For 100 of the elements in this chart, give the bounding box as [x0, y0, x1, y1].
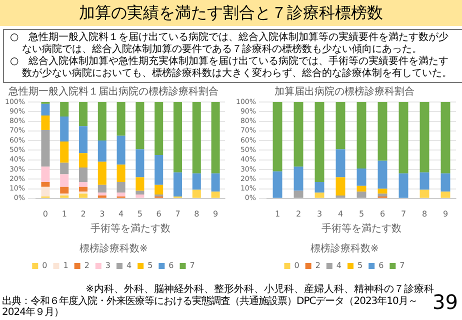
legend-label: 6 [378, 261, 384, 270]
legend-label: 0 [294, 261, 300, 270]
x-tick-label: 1 [274, 209, 280, 218]
bar [79, 153, 88, 168]
bar [192, 102, 201, 174]
bar [440, 173, 450, 192]
bar [356, 102, 366, 169]
x-tick-label: 9 [213, 209, 218, 218]
legend-title: 標榜診療科数※ [79, 242, 148, 255]
x-tick-label: 3 [316, 209, 322, 218]
x-tick-label: 7 [175, 209, 180, 218]
bar [294, 102, 304, 167]
bar [378, 102, 388, 161]
bar [336, 177, 346, 196]
bar [41, 186, 50, 196]
bar [79, 102, 88, 126]
bar [336, 149, 346, 178]
x-tick-label: 2 [296, 209, 302, 218]
bar [41, 115, 50, 130]
bar [136, 102, 144, 150]
legend-label: 4 [336, 261, 342, 270]
x-tick-label: 4 [118, 209, 124, 218]
x-tick-label: 6 [380, 209, 386, 218]
bar [79, 126, 88, 154]
bar [211, 192, 220, 198]
legend-label: 4 [126, 261, 132, 270]
bar [398, 173, 408, 198]
bar [116, 136, 126, 165]
x-tick-label: 2 [80, 209, 86, 218]
bar [174, 102, 182, 172]
bar [154, 184, 164, 195]
x-tick-label: 3 [100, 209, 105, 218]
text: 39 [432, 290, 458, 314]
bar [136, 177, 144, 191]
text: ○ 総合入院体制加算や急性期充実体制加算を届け出ている病院では、手術等の実績要件を満たす数が少ない病院においても、標榜診療科数は大きく変わらず、総合的な診療体制を有していた。 [10, 56, 453, 80]
bar [116, 182, 126, 193]
text: 加算の実績を満たす割合と７診療科標榜数 [0, 0, 462, 26]
bar [294, 166, 304, 191]
bar [136, 149, 144, 178]
legend-label: 0 [42, 261, 48, 270]
bar [98, 162, 106, 185]
bar [440, 192, 450, 198]
legend-label: 7 [400, 261, 405, 270]
bar [336, 102, 346, 150]
bar [272, 171, 282, 198]
bar [79, 182, 88, 187]
bar [136, 190, 144, 195]
bar [378, 160, 388, 189]
bar [420, 190, 430, 198]
bar [440, 102, 450, 174]
chart-title: 加算届出病院の標榜診療科割合 [274, 86, 414, 98]
x-tick-label: 5 [358, 209, 364, 218]
legend-label: 2 [315, 261, 320, 270]
bar [211, 102, 220, 174]
bar [98, 140, 106, 162]
bar [60, 102, 69, 116]
bar [41, 166, 50, 182]
bar [314, 192, 324, 198]
bar [314, 102, 324, 182]
x-tick-label: 5 [137, 209, 142, 218]
legend-label: 5 [148, 261, 153, 270]
legend-title: 標榜診療科数※ [310, 242, 379, 255]
bar [154, 102, 164, 156]
legend-label: 6 [168, 261, 174, 270]
bar [136, 194, 144, 198]
bar [79, 194, 88, 198]
bar [60, 142, 69, 163]
bar [98, 184, 106, 193]
x-axis-title: 手術等を満たす数 [322, 222, 402, 235]
chart-title: 急性期一般入院料１届出病院の標榜診療科割合 [8, 86, 218, 98]
x-tick-label: 8 [422, 209, 428, 218]
bar [41, 104, 50, 116]
x-axis-title: 手術等を満たす数 [90, 222, 171, 235]
legend-label: 5 [358, 261, 363, 270]
bar [174, 172, 182, 196]
bar [378, 194, 388, 196]
legend-label: 1 [63, 261, 68, 270]
x-tick-label: 1 [62, 209, 67, 218]
bar [60, 186, 69, 194]
bar [98, 102, 106, 141]
bar [356, 168, 366, 186]
x-tick-label: 0 [42, 209, 48, 218]
bar [60, 116, 69, 142]
x-tick-label: 9 [442, 209, 448, 218]
bar [314, 182, 324, 193]
bar [420, 172, 430, 190]
bar [116, 164, 126, 182]
x-tick-label: 7 [400, 209, 406, 218]
bar [272, 102, 282, 172]
legend-label: 3 [105, 261, 111, 270]
bar [398, 102, 408, 174]
bar [420, 102, 430, 172]
x-tick-label: 8 [194, 209, 200, 218]
bar [211, 173, 220, 192]
bar [154, 155, 164, 185]
bar [60, 174, 69, 187]
legend-label: 2 [84, 261, 90, 270]
bar [192, 173, 201, 190]
bar [356, 192, 366, 198]
bar [41, 182, 50, 187]
